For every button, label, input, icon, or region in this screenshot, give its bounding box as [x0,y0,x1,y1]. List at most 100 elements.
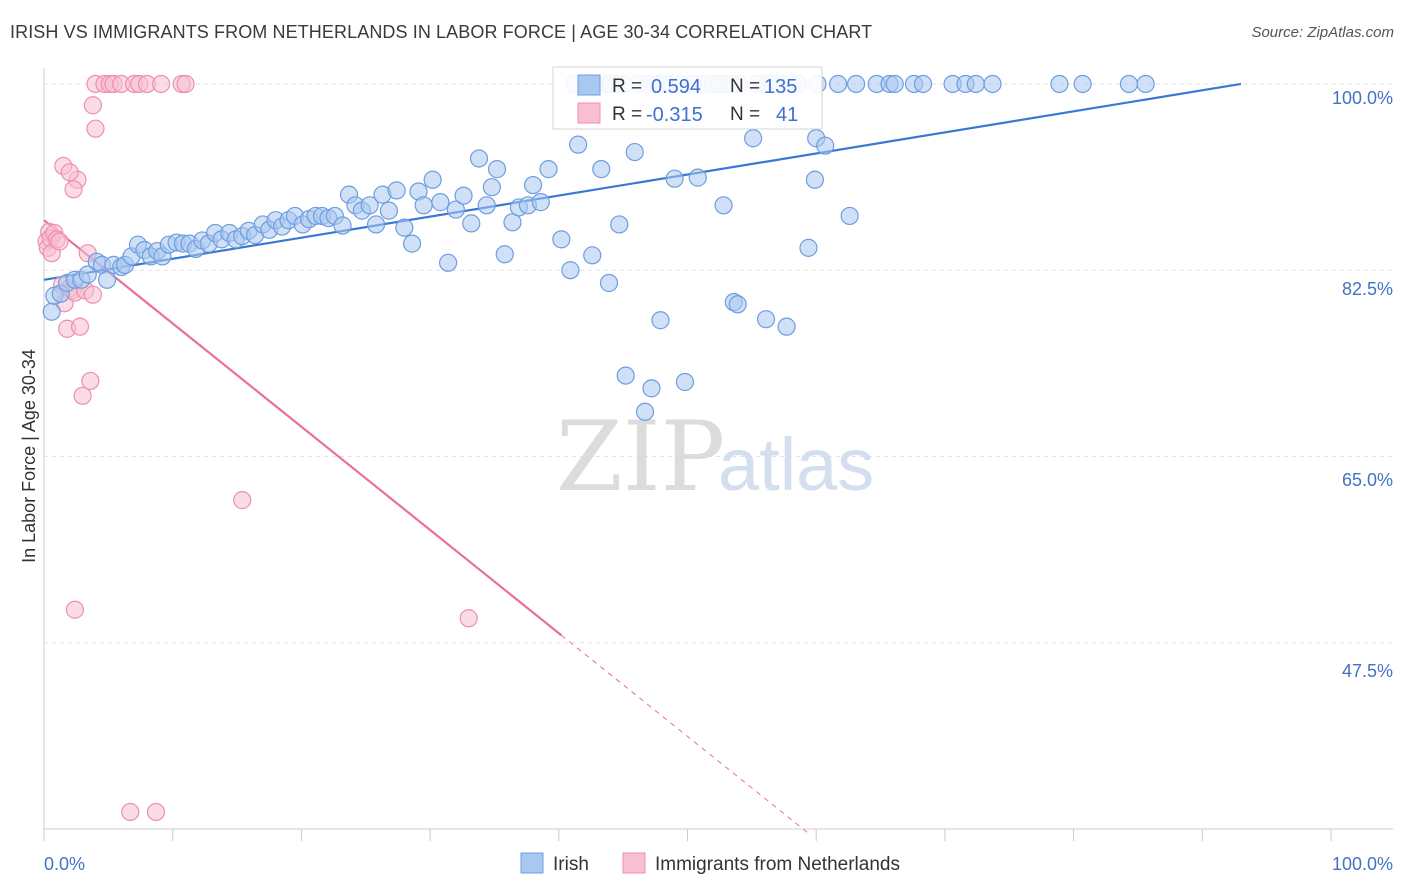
series-legend-swatch-irish [520,852,544,874]
irish-point [1050,74,1069,94]
irish-point [387,181,406,200]
netherlands-point [233,491,252,510]
series-legend: Irish Immigrants from Netherlands [520,852,900,875]
irish-point [828,74,848,94]
irish-point [333,216,352,235]
legend-r-value-irish: 0.594 [651,76,701,98]
legend-n-value-irish: 135 [764,76,797,98]
irish-point [561,261,580,280]
irish-point [592,160,611,179]
legend-swatch-netherlands [577,102,601,124]
irish-point [523,175,543,195]
irish-point [816,136,835,155]
netherlands-point [83,96,103,115]
irish-point [651,311,670,330]
irish-point [395,218,414,237]
irish-point [539,160,558,179]
legend-r-value-netherlands: -0.315 [646,104,703,126]
irish-point [688,168,707,187]
irish-point [616,366,635,385]
netherlands-point [81,371,100,391]
netherlands-point [60,163,79,182]
netherlands-point [121,802,140,822]
irish-point [1119,74,1139,94]
netherlands-point [64,180,83,199]
chart-title: IRISH VS IMMIGRANTS FROM NETHERLANDS IN … [10,22,873,42]
irish-point [42,302,61,321]
y-tick-label-100: 100.0% [1332,88,1393,108]
irish-point [885,74,904,94]
irish-point [777,317,796,336]
legend-n-label-netherlands: N = [730,104,760,125]
irish-point [366,215,386,234]
irish-point [966,74,985,94]
legend-swatch-irish [577,74,601,96]
axes [43,68,1393,830]
irish-point [469,149,489,168]
irish-point [1073,74,1092,94]
y-tick-label-82-5: 82.5% [1342,279,1393,299]
irish-point [482,178,501,197]
series-legend-label-irish: Irish [553,854,589,875]
irish-point [756,310,776,329]
irish-point [569,135,588,154]
irish-point [487,160,507,179]
irish-point [360,196,379,215]
source-credit: Source: ZipAtlas.com [1251,24,1394,41]
netherlands-point [65,600,84,619]
irish-point [805,170,825,189]
irish-point [583,246,602,265]
netherlands-trend-line [43,219,563,637]
irish-point [599,273,619,293]
irish-point [625,142,644,162]
gridlines [44,83,1393,644]
legend-n-label-irish: N = [730,76,760,97]
irish-point [714,196,733,215]
legend-r-label-netherlands: R = [612,104,642,125]
legend-r-label-irish: R = [612,76,642,97]
series-legend-swatch-netherlands [622,852,646,874]
irish-point [983,74,1002,94]
irish-point [840,206,859,226]
series-legend-label-netherlands: Immigrants from Netherlands [655,854,900,875]
irish-point [78,265,97,284]
irish-point [799,238,818,257]
irish-point [552,230,571,249]
netherlands-point [176,74,195,94]
irish-point [462,214,481,233]
irish-point [414,196,433,215]
y-tick-label-65: 65.0% [1342,470,1393,490]
netherlands-point [70,317,90,336]
irish-point [913,74,933,94]
irish-point [423,170,442,189]
irish-point [446,200,465,219]
irish-point [665,169,684,188]
irish-point [439,253,458,272]
netherlands-point [459,609,478,628]
irish-point [431,193,450,212]
irish-point [531,193,550,212]
netherlands-point [146,802,166,822]
y-tick-label-47-5: 47.5% [1342,661,1393,681]
irish-point [846,74,866,94]
netherlands-point [73,386,92,405]
x-tick-label-min: 0.0% [44,854,85,874]
netherlands-point [86,119,105,138]
irish-point [402,234,422,253]
netherlands-point [50,232,69,251]
trend-lines [43,82,1242,836]
netherlands-point [83,285,103,304]
irish-point [610,215,629,234]
irish-point [675,372,695,392]
irish-point [454,186,473,205]
netherlands-point [152,74,171,94]
legend-n-value-netherlands: 41 [776,104,798,126]
watermark: ZIP atlas [556,401,874,513]
irish-point [635,402,655,421]
irish-point [728,295,747,314]
irish-trend-line [43,82,1242,281]
stats-legend: R = 0.594 N = 135 R = -0.315 N = 41 [552,66,823,130]
irish-point [495,245,514,264]
axis-ticks [43,829,1332,841]
